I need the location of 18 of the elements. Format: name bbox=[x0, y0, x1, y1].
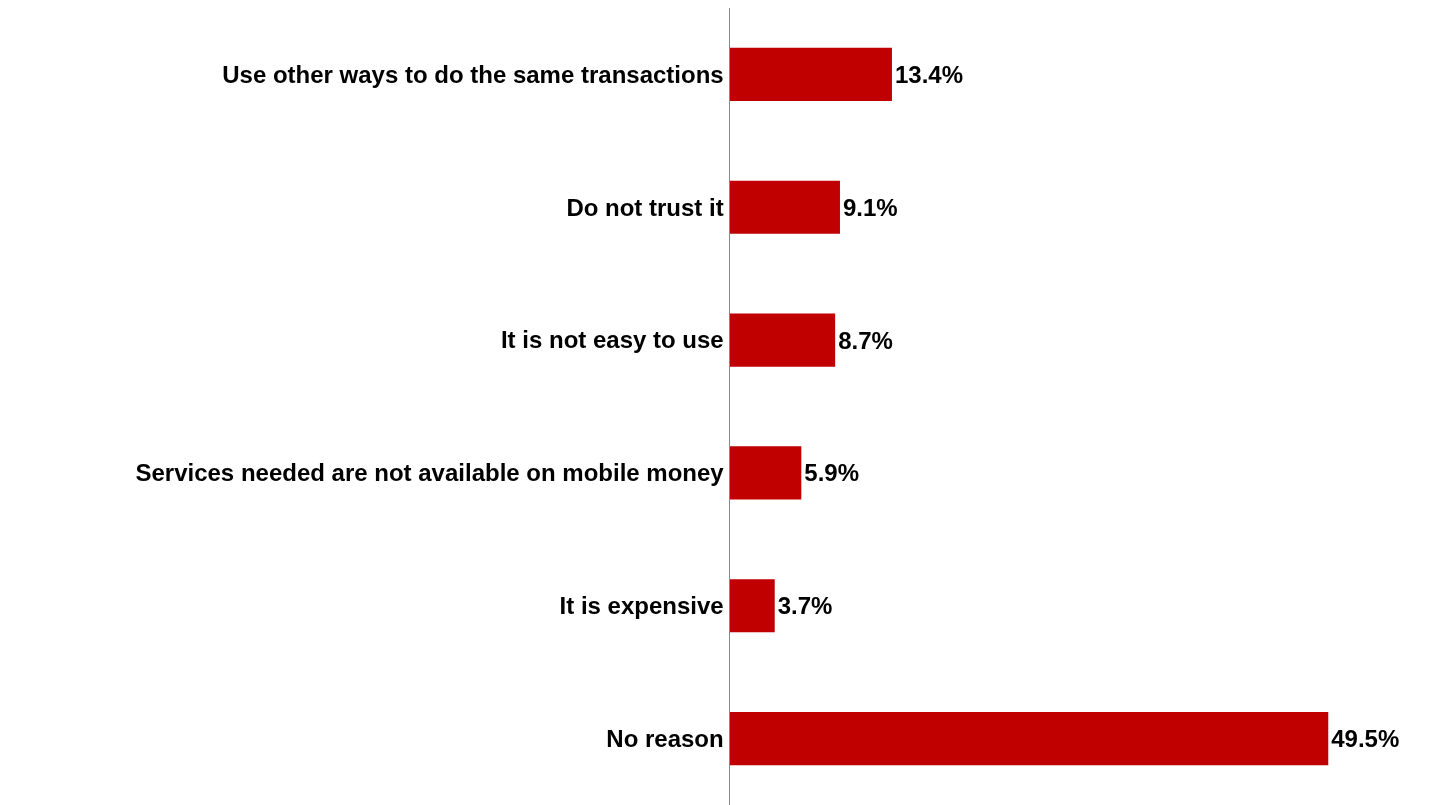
data-label: 3.7% bbox=[777, 592, 833, 620]
y-tick-label: It is expensive bbox=[559, 592, 724, 620]
y-tick-label: No reason bbox=[606, 724, 724, 752]
bar bbox=[730, 313, 836, 367]
bar bbox=[730, 47, 892, 101]
data-label: 8.7% bbox=[838, 326, 893, 354]
y-tick-label: Do not trust it bbox=[566, 193, 724, 221]
y-tick-label: It is not easy to use bbox=[500, 326, 724, 354]
y-tick-label: Services needed are not available on mobile money bbox=[135, 459, 725, 487]
bar bbox=[730, 446, 802, 500]
y-tick-label: Use other ways to do the same transactions bbox=[222, 60, 724, 88]
data-label: 9.1% bbox=[842, 193, 898, 221]
bar bbox=[730, 180, 840, 234]
bar bbox=[730, 579, 775, 633]
data-label: 5.9% bbox=[804, 459, 860, 487]
data-label: 49.5% bbox=[1331, 725, 1400, 753]
bar bbox=[730, 712, 1329, 766]
data-label: 13.4% bbox=[894, 60, 964, 88]
